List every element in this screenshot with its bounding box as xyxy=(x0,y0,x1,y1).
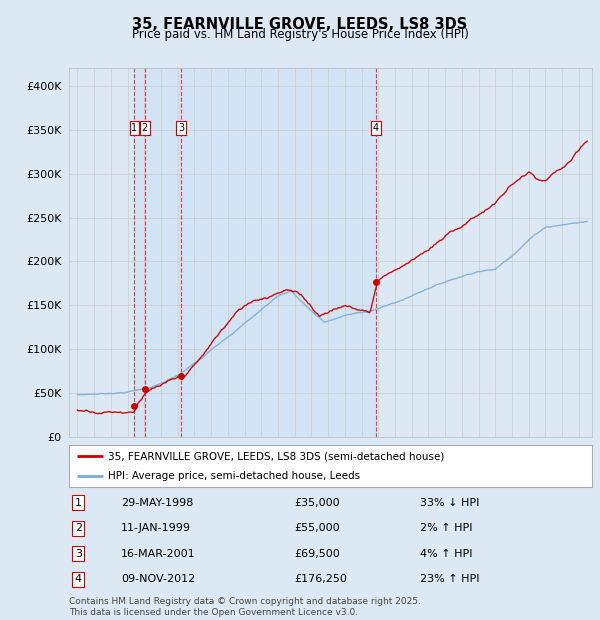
Text: Price paid vs. HM Land Registry's House Price Index (HPI): Price paid vs. HM Land Registry's House … xyxy=(131,28,469,41)
Text: £35,000: £35,000 xyxy=(294,498,340,508)
Bar xyxy=(134,68,376,437)
Text: 4: 4 xyxy=(75,574,82,584)
Text: 3: 3 xyxy=(178,123,184,133)
Text: 23% ↑ HPI: 23% ↑ HPI xyxy=(419,574,479,584)
Text: 3: 3 xyxy=(75,549,82,559)
Text: 2: 2 xyxy=(75,523,82,533)
Text: 09-NOV-2012: 09-NOV-2012 xyxy=(121,574,196,584)
Text: 16-MAR-2001: 16-MAR-2001 xyxy=(121,549,196,559)
Text: 35, FEARNVILLE GROVE, LEEDS, LS8 3DS (semi-detached house): 35, FEARNVILLE GROVE, LEEDS, LS8 3DS (se… xyxy=(108,451,445,461)
Text: £176,250: £176,250 xyxy=(294,574,347,584)
Text: 2% ↑ HPI: 2% ↑ HPI xyxy=(419,523,472,533)
Text: 11-JAN-1999: 11-JAN-1999 xyxy=(121,523,191,533)
Text: 29-MAY-1998: 29-MAY-1998 xyxy=(121,498,194,508)
Text: HPI: Average price, semi-detached house, Leeds: HPI: Average price, semi-detached house,… xyxy=(108,471,361,481)
Text: 2: 2 xyxy=(142,123,148,133)
Text: £55,000: £55,000 xyxy=(294,523,340,533)
Text: 33% ↓ HPI: 33% ↓ HPI xyxy=(419,498,479,508)
Text: 35, FEARNVILLE GROVE, LEEDS, LS8 3DS: 35, FEARNVILLE GROVE, LEEDS, LS8 3DS xyxy=(133,17,467,32)
Text: Contains HM Land Registry data © Crown copyright and database right 2025.
This d: Contains HM Land Registry data © Crown c… xyxy=(69,598,421,617)
Text: 4: 4 xyxy=(373,123,379,133)
Text: 4% ↑ HPI: 4% ↑ HPI xyxy=(419,549,472,559)
Text: 1: 1 xyxy=(75,498,82,508)
Text: 1: 1 xyxy=(131,123,137,133)
Text: £69,500: £69,500 xyxy=(294,549,340,559)
